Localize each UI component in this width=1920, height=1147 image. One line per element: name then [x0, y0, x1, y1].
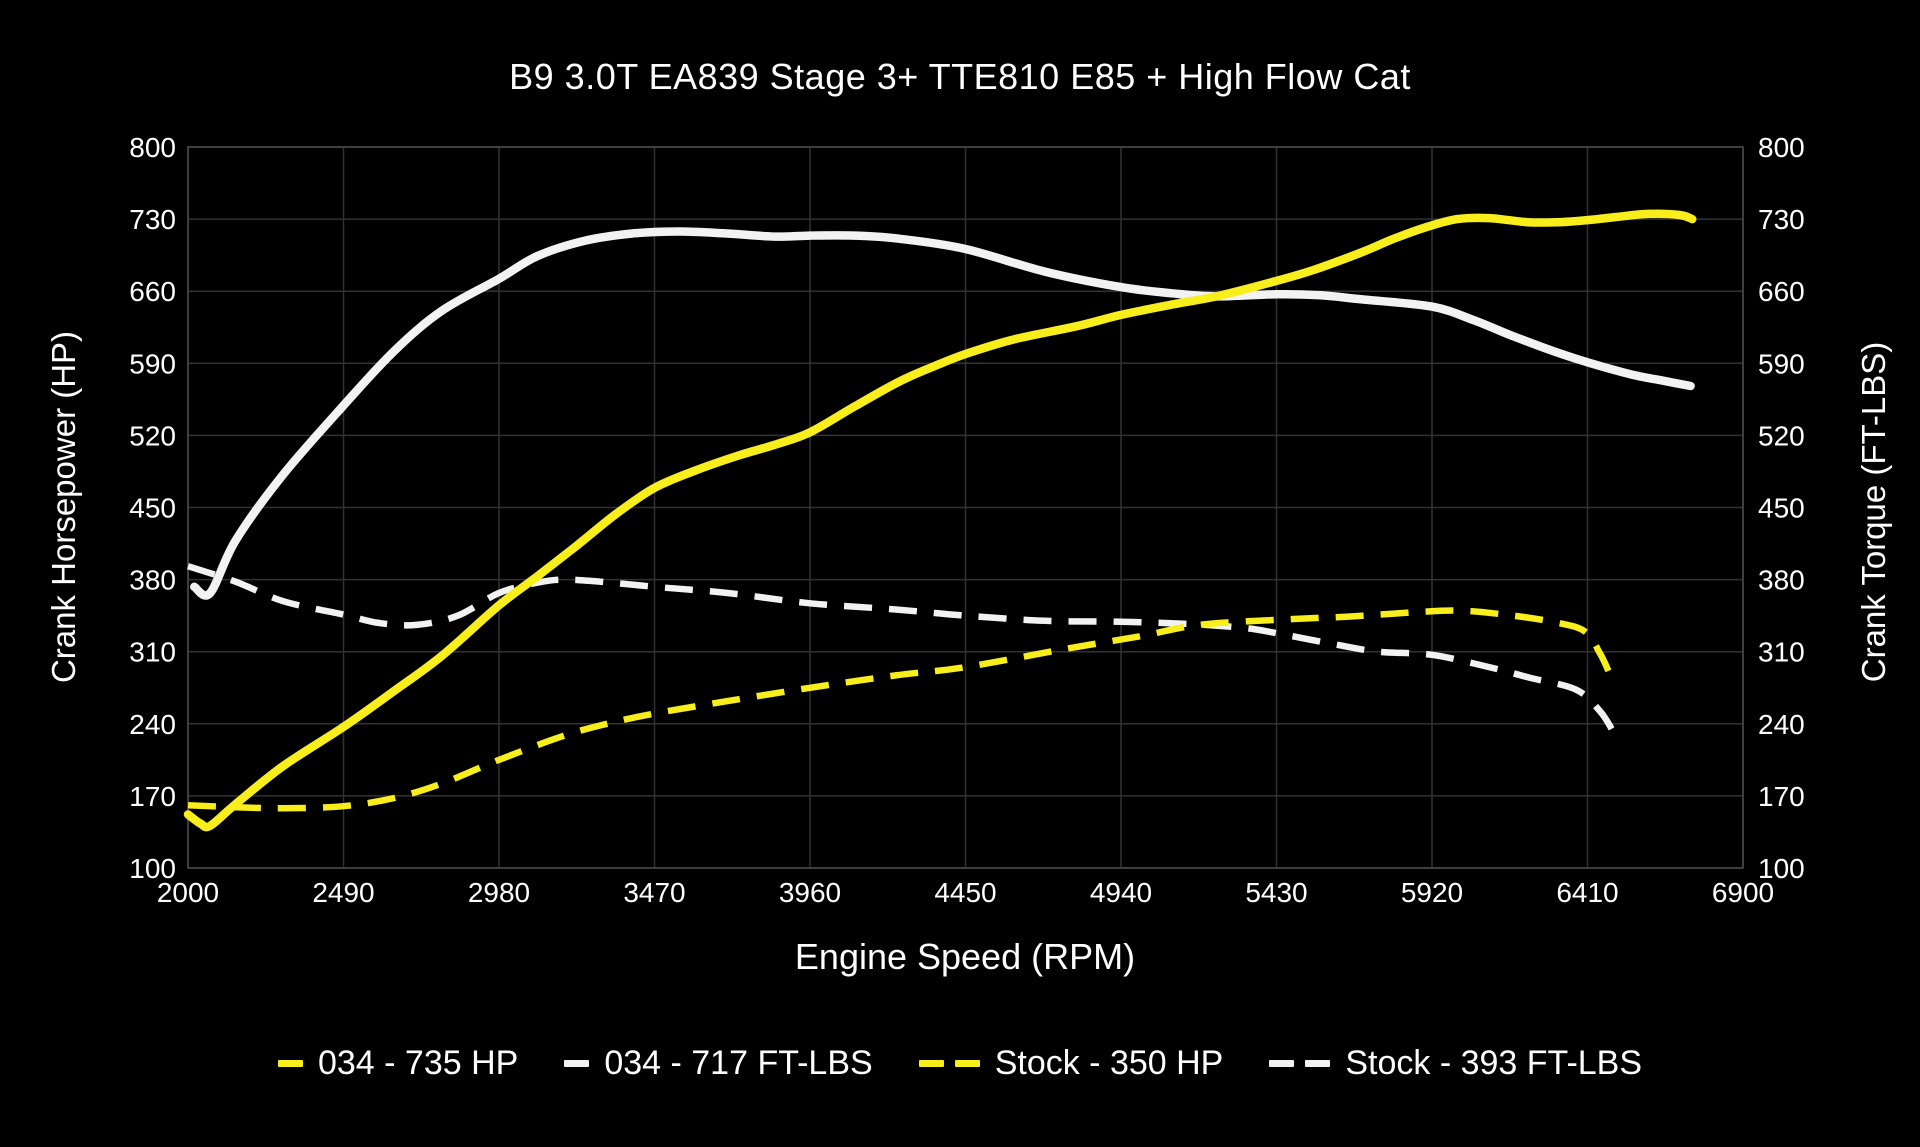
y-tick-label-left: 520 [129, 420, 176, 451]
legend-label: Stock - 350 HP [994, 1044, 1224, 1082]
y-tick-label-left: 450 [129, 493, 176, 524]
y-tick-label-right: 240 [1758, 709, 1805, 740]
x-tick-label: 6410 [1556, 877, 1618, 908]
y-tick-label-right: 590 [1758, 348, 1805, 379]
x-tick-label: 3470 [623, 877, 685, 908]
x-tick-label: 2980 [468, 877, 530, 908]
legend-dash-segment [918, 1060, 944, 1067]
x-tick-label: 4450 [934, 877, 996, 908]
y-tick-label-left: 310 [129, 637, 176, 668]
x-tick-label: 4940 [1090, 877, 1152, 908]
x-tick-label: 5430 [1245, 877, 1307, 908]
y-tick-label-right: 380 [1758, 565, 1805, 596]
legend-item-stock-ftlbs: Stock - 393 FT-LBS [1269, 1044, 1642, 1083]
legend-solid-dash-icon [564, 1060, 590, 1067]
legend-dash-segment [954, 1060, 980, 1067]
y-tick-label-right: 660 [1758, 276, 1805, 307]
y-tick-label-right: 800 [1758, 132, 1805, 163]
legend-label: Stock - 393 FT-LBS [1345, 1044, 1643, 1082]
x-tick-label: 2000 [157, 877, 219, 908]
legend-label: 034 - 735 HP [317, 1044, 519, 1082]
series-line-034-735-hp [183, 209, 1697, 832]
x-axis-title: Engine Speed (RPM) [794, 936, 1136, 977]
y-tick-label-right: 520 [1758, 420, 1805, 451]
legend-dash-segment [1305, 1060, 1331, 1067]
legend-dashed-line-icon [1269, 1060, 1331, 1067]
legend-item-034-ftlbs: 034 - 717 FT-LBS [564, 1044, 873, 1083]
legend-label: 034 - 717 FT-LBS [604, 1044, 873, 1082]
legend-item-034-hp: 034 - 735 HP [277, 1044, 519, 1083]
series-line-034-717-ft-lbs [190, 227, 1695, 600]
x-tick-label: 2490 [312, 877, 374, 908]
y-tick-label-left: 240 [129, 709, 176, 740]
legend-item-stock-hp: Stock - 350 HP [918, 1044, 1224, 1083]
series-line-stock-393-ft-lbs [186, 563, 1616, 733]
chart-legend: 034 - 735 HP 034 - 717 FT-LBS Stock - 35… [0, 1044, 1920, 1083]
legend-dash-segment [277, 1060, 303, 1067]
y-tick-label-right: 100 [1758, 853, 1805, 884]
series-line-stock-350-hp [187, 607, 1615, 812]
y-tick-label-left: 800 [129, 132, 176, 163]
y-tick-label-right: 170 [1758, 781, 1805, 812]
y-tick-label-left: 380 [129, 565, 176, 596]
plot-border [187, 146, 1744, 869]
legend-dash-segment [1269, 1060, 1295, 1067]
y-tick-label-left: 590 [129, 348, 176, 379]
x-tick-label: 3960 [779, 877, 841, 908]
x-tick-label: 5920 [1401, 877, 1463, 908]
legend-solid-dash-icon [277, 1060, 303, 1067]
y-tick-label-left: 660 [129, 276, 176, 307]
y-tick-label-left: 730 [129, 204, 176, 235]
y-tick-label-left: 170 [129, 781, 176, 812]
y-tick-label-right: 450 [1758, 493, 1805, 524]
y-tick-label-right: 310 [1758, 637, 1805, 668]
x-tick-label: 6900 [1712, 877, 1774, 908]
y-tick-label-left: 100 [129, 853, 176, 884]
legend-dash-segment [564, 1060, 590, 1067]
y-tick-label-right: 730 [1758, 204, 1805, 235]
chart-title: B9 3.0T EA839 Stage 3+ TTE810 E85 + High… [509, 56, 1411, 97]
legend-dashed-line-icon [918, 1060, 980, 1067]
